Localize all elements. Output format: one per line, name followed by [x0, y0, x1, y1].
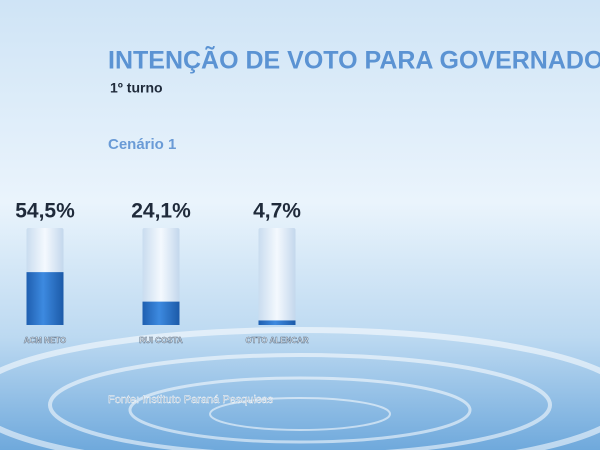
- scenario: Cenário 1: [108, 136, 176, 153]
- subtitle: 1º turno: [110, 80, 163, 96]
- ripples: [0, 327, 600, 450]
- source: Fonte: Instituto Paraná Pesquisas: [108, 394, 274, 406]
- x-tick-label: RUI COSTA: [139, 336, 183, 345]
- bar-track: [258, 228, 296, 325]
- x-tick-label: OTTO ALENCAR: [245, 336, 308, 345]
- x-tick-label: ACM NETO: [24, 336, 67, 345]
- bar: [142, 301, 180, 325]
- bar: [26, 272, 64, 325]
- value-label: 54,5%: [15, 200, 75, 223]
- bar: [258, 320, 296, 325]
- chart-title: INTENÇÃO DE VOTO PARA GOVERNADOR: [108, 45, 600, 75]
- bar-track: [142, 228, 180, 325]
- value-label: 24,1%: [131, 200, 191, 223]
- value-label: 4,7%: [253, 200, 301, 223]
